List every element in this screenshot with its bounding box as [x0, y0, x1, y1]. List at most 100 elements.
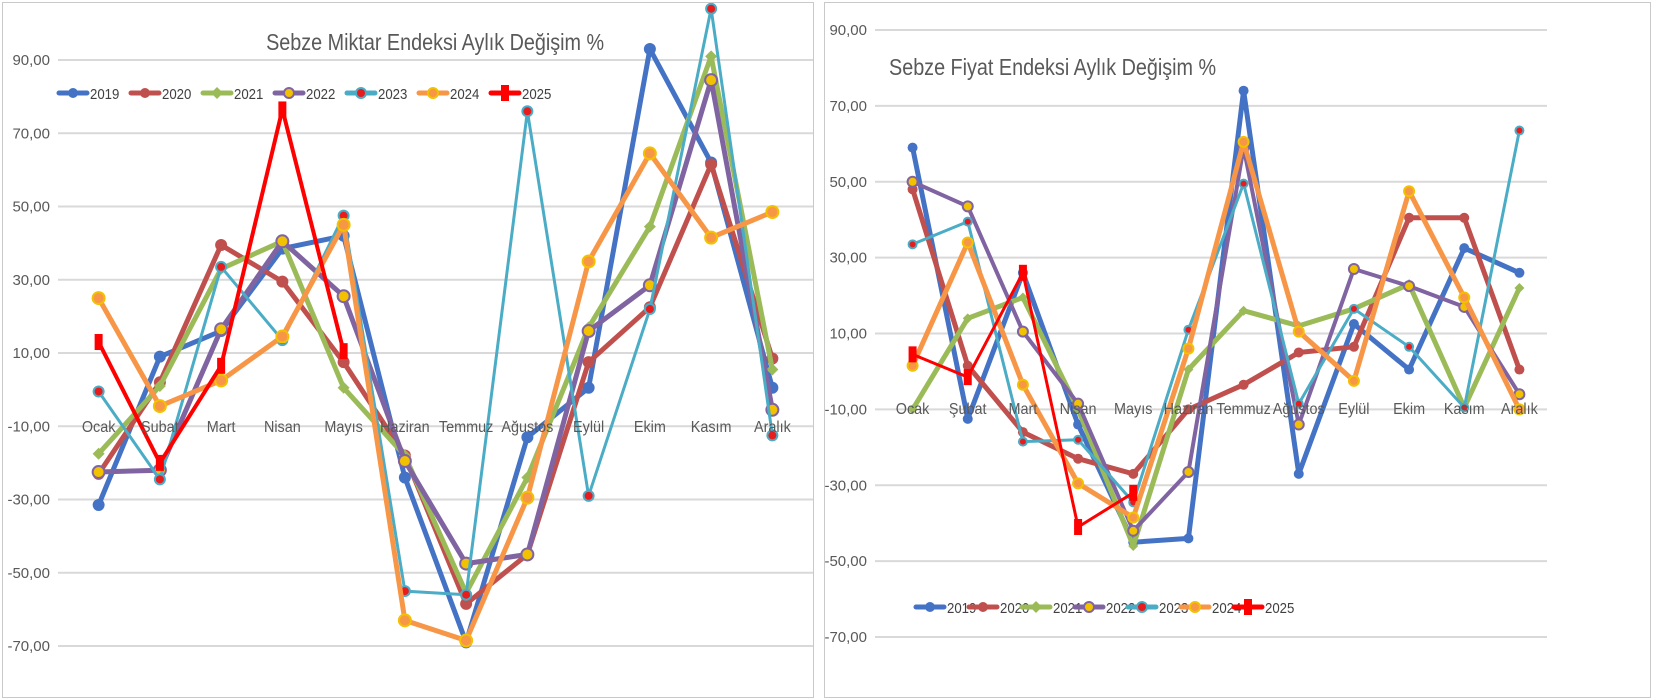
- y-tick-label: 10,00: [12, 345, 50, 362]
- data-point: [1073, 453, 1084, 464]
- y-tick-label: -30,00: [7, 492, 50, 509]
- data-point: [460, 597, 473, 610]
- y-tick-label: -70,00: [825, 629, 867, 646]
- y-tick-label: -70,00: [7, 638, 50, 655]
- data-point: [1514, 282, 1525, 293]
- data-point: [1514, 267, 1525, 278]
- data-point: [155, 454, 164, 471]
- data-point: [1073, 434, 1084, 445]
- data-point: [1016, 378, 1029, 391]
- data-point: [581, 324, 596, 339]
- data-point: [961, 200, 974, 213]
- data-point: [1127, 524, 1140, 537]
- price-index-line-chart: -70,00 -50,00 -30,00 -10,00 10,00 30,00 50,00 7…: [825, 22, 1547, 646]
- data-point: [1403, 185, 1416, 198]
- data-point: [582, 489, 595, 502]
- chart-title: Sebze Miktar Endeksi Aylık Değişim %: [266, 30, 604, 56]
- x-tick-label: Eylül: [1338, 400, 1369, 418]
- series-line-2021: [910, 281, 1522, 549]
- data-point: [907, 404, 918, 415]
- data-point: [1293, 398, 1304, 409]
- data-point: [908, 346, 917, 363]
- data-point: [1348, 319, 1359, 330]
- data-point: [460, 588, 473, 601]
- data-point: [336, 217, 351, 232]
- x-tick-label: Aralık: [1501, 400, 1538, 418]
- data-point: [582, 381, 595, 394]
- series-line-2019: [96, 46, 775, 645]
- data-point: [397, 613, 412, 628]
- legend-marker: [68, 88, 78, 98]
- data-point: [1404, 212, 1415, 223]
- x-tick-label: Mart: [207, 418, 237, 436]
- data-point: [765, 204, 780, 219]
- data-point: [1404, 364, 1415, 375]
- legend-marker: [283, 87, 295, 99]
- data-point: [215, 260, 228, 273]
- legend-label-2024: 2024: [1212, 599, 1241, 616]
- data-point: [1292, 325, 1305, 338]
- data-point: [1404, 341, 1415, 352]
- data-point: [704, 230, 719, 245]
- data-point: [153, 473, 166, 486]
- data-point: [91, 291, 106, 306]
- data-point: [766, 429, 779, 442]
- y-tick-label: 50,00: [12, 199, 50, 216]
- data-point: [643, 303, 656, 316]
- series-line-2021: [96, 53, 775, 596]
- data-point: [94, 334, 103, 351]
- legend-label-2024: 2024: [450, 85, 479, 102]
- data-point: [91, 465, 106, 480]
- data-point: [398, 471, 411, 484]
- x-tick-label: Nisan: [264, 418, 301, 436]
- x-tick-label: Kasım: [1444, 400, 1485, 418]
- data-point: [1018, 264, 1027, 281]
- y-tick-label: 70,00: [12, 125, 50, 142]
- legend-label-2025: 2025: [522, 85, 551, 102]
- data-point: [907, 239, 918, 250]
- legend-marker: [1244, 599, 1252, 615]
- data-point: [1183, 404, 1194, 415]
- data-point: [217, 357, 226, 374]
- series-line-2024: [910, 139, 1522, 520]
- legend-marker: [1189, 601, 1201, 613]
- y-tick-label: 50,00: [829, 174, 867, 191]
- data-point: [1458, 291, 1471, 304]
- x-tick-label: Kasım: [691, 418, 732, 436]
- chart-panel-price: -70,00 -50,00 -30,00 -10,00 10,00 30,00 50,00 7…: [824, 2, 1651, 698]
- y-tick-label: -50,00: [7, 565, 50, 582]
- chart-title: Sebze Fiyat Endeksi Aylık Değişim %: [889, 55, 1216, 81]
- legend-label-2025: 2025: [1265, 599, 1294, 616]
- data-point: [962, 413, 973, 424]
- data-point: [153, 379, 166, 392]
- data-point: [642, 146, 657, 161]
- data-point: [1072, 397, 1085, 410]
- data-point: [1072, 477, 1085, 490]
- data-point: [521, 431, 534, 444]
- data-point: [961, 236, 974, 249]
- data-point: [1238, 379, 1249, 390]
- x-tick-label: Eylül: [573, 418, 604, 436]
- data-point: [397, 454, 412, 469]
- data-point: [1017, 436, 1028, 447]
- data-point: [1348, 341, 1359, 352]
- legend-label-2023: 2023: [1159, 599, 1188, 616]
- quantity-index-line-chart: -70,00 -50,00 -30,00 -10,00 10,00 30,00 50,00 7…: [7, 3, 813, 655]
- data-point: [1293, 468, 1304, 479]
- legend-label-2019: 2019: [90, 85, 119, 102]
- data-point: [1017, 292, 1028, 303]
- x-tick-label: Temmuz: [1216, 400, 1270, 418]
- y-tick-label: -10,00: [825, 401, 867, 418]
- data-point: [1238, 305, 1249, 316]
- data-point: [962, 216, 973, 227]
- legend-label-2020: 2020: [1000, 599, 1029, 616]
- data-point: [643, 43, 656, 56]
- x-tick-label: Aralık: [754, 418, 791, 436]
- legend-marker: [211, 87, 223, 99]
- data-point: [1128, 540, 1139, 551]
- data-point: [1293, 347, 1304, 358]
- legend-label-2021: 2021: [1053, 599, 1082, 616]
- data-point: [907, 142, 918, 153]
- x-tick-label: Ocak: [82, 418, 116, 436]
